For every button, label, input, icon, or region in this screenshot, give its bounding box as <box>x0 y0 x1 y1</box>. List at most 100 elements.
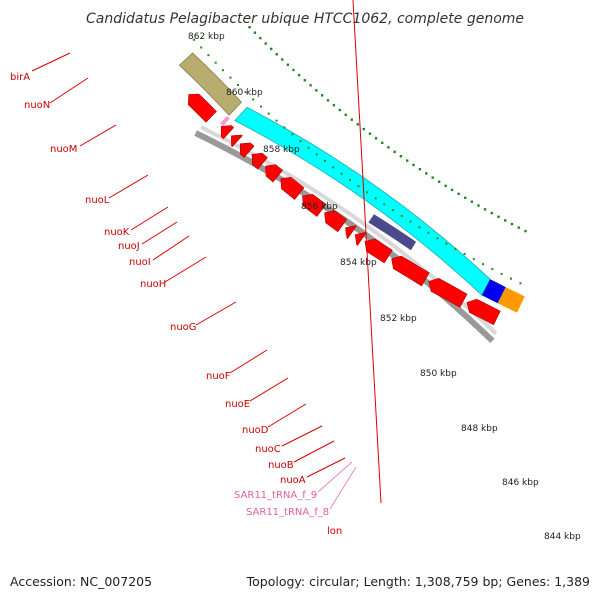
scale-dot <box>320 94 324 97</box>
inner-dot <box>340 172 343 175</box>
cds-block-3 <box>391 255 430 287</box>
scale-dot <box>344 113 347 117</box>
accession-text: Accession: NC_007205 <box>10 574 152 589</box>
scale-dot <box>368 132 372 135</box>
map-tracks <box>178 26 527 343</box>
scale-dot <box>412 163 415 167</box>
inner-dot <box>349 178 352 181</box>
genome-summary-text: Topology: circular; Length: 1,308,759 bp… <box>246 574 590 589</box>
scale-dot <box>297 73 301 77</box>
inner-dot <box>454 247 457 250</box>
map-title: Candidatus Pelagibacter ubique HTCC1062,… <box>86 11 524 27</box>
inner-dot <box>357 185 360 188</box>
scale-dot <box>431 176 434 179</box>
inner-dot <box>400 214 403 217</box>
gene-label-nuoL: nuoL <box>85 195 110 206</box>
leader-nuoI <box>152 235 190 261</box>
scale-dot <box>275 53 278 56</box>
gene-label-nuoI: nuoI <box>129 257 151 268</box>
inner-dot <box>252 98 255 101</box>
inner-dot <box>267 112 270 115</box>
inner-dot <box>374 197 377 200</box>
inner-dot <box>383 203 386 206</box>
leader-nuoG <box>195 301 237 326</box>
inner-dot <box>472 258 475 261</box>
scale-dot <box>470 200 474 203</box>
inner-dot <box>259 105 262 108</box>
scale-dot <box>381 141 384 145</box>
leader-nuoE <box>249 377 289 402</box>
tick-label-862: 862 kbp <box>188 32 225 42</box>
gene-label-nuoD: nuoD <box>242 425 269 436</box>
scale-dot <box>483 208 487 211</box>
scale-dot <box>332 103 336 107</box>
leader-nuoH <box>164 256 207 283</box>
cds-block-14 <box>220 125 235 140</box>
scale-dot <box>393 150 396 154</box>
scale-dot <box>281 58 284 61</box>
scale-dot <box>286 63 290 66</box>
cds-block-9 <box>280 176 305 200</box>
scale-dot <box>497 215 500 218</box>
orange-feature <box>497 287 525 313</box>
scale-dot <box>270 47 273 51</box>
cds-block-1 <box>466 298 501 326</box>
inner-dot <box>436 237 439 240</box>
trna-label-f8: SAR11_tRNA_f_8 <box>246 507 329 518</box>
inner-dot <box>315 153 318 156</box>
leader-nuoC <box>281 425 323 447</box>
gene-labels: birA nuoN nuoM nuoL nuoK nuoJ nuoI nuoH … <box>10 72 342 537</box>
gene-label-nuoG: nuoG <box>170 322 197 333</box>
tick-label-846: 846 kbp <box>502 478 539 488</box>
scale-dot <box>457 192 460 196</box>
leader-nuoB <box>293 440 335 463</box>
scale-dot <box>444 184 447 188</box>
leader-trna-f8 <box>329 466 357 510</box>
cds-block-7 <box>324 210 348 233</box>
cds-block-2 <box>428 277 468 308</box>
gene-label-nuoB: nuoB <box>268 460 294 471</box>
gene-label-nuoE: nuoE <box>225 399 250 410</box>
inner-dot <box>275 119 278 122</box>
inner-dot <box>244 91 247 94</box>
scale-dot <box>326 99 330 102</box>
leader-nuoK <box>130 206 169 231</box>
nuo-subregion-band <box>368 214 417 251</box>
inner-dot <box>207 54 210 57</box>
scale-dot <box>315 89 318 92</box>
cds-block-6 <box>345 225 357 240</box>
scale-dot <box>387 146 390 149</box>
leader-nuoD <box>267 403 307 428</box>
trna-leader-lines <box>317 461 357 510</box>
gene-label-nuoM: nuoM <box>50 144 77 155</box>
inner-dot <box>307 146 310 149</box>
cds-block-5 <box>354 232 367 246</box>
inner-dot <box>510 277 513 280</box>
cds-block-11 <box>251 152 268 170</box>
tick-label-844: 844 kbp <box>544 532 581 542</box>
gene-label-birA: birA <box>10 72 30 83</box>
inner-dot <box>409 220 412 223</box>
cds-block-4 <box>364 238 393 264</box>
inner-dot <box>500 272 503 275</box>
trna-marker <box>220 116 230 126</box>
tick-label-848: 848 kbp <box>461 424 498 434</box>
scale-dot <box>356 123 359 126</box>
inner-dot <box>491 268 494 271</box>
scale-dot <box>338 108 342 112</box>
blue-feature <box>481 279 506 304</box>
scale-labels: 862 kbp 860 kbp 858 kbp 856 kbp 854 kbp … <box>188 32 581 542</box>
scale-dot <box>418 167 422 171</box>
cds-block-12 <box>239 142 255 158</box>
inner-dot <box>222 69 225 72</box>
inner-dot <box>463 253 466 256</box>
nuo-operon-band <box>234 106 491 296</box>
leader-nuoN <box>49 77 89 104</box>
leader-nuoJ <box>141 221 178 245</box>
inner-dot <box>214 61 217 64</box>
scale-dot <box>362 127 366 131</box>
scale-dot <box>253 31 257 34</box>
leader-lon <box>352 0 382 504</box>
scale-dot <box>406 159 409 162</box>
inner-dot <box>519 282 522 285</box>
